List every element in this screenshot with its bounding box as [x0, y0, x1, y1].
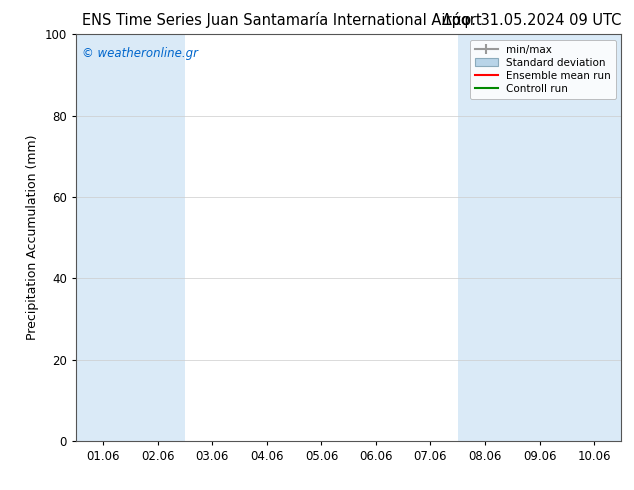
- Y-axis label: Precipitation Accumulation (mm): Precipitation Accumulation (mm): [26, 135, 39, 341]
- Text: © weatheronline.gr: © weatheronline.gr: [82, 47, 198, 59]
- Bar: [458, 34, 621, 441]
- Text: Δάφ. 31.05.2024 09 UTC: Δάφ. 31.05.2024 09 UTC: [442, 12, 621, 28]
- Legend: min/max, Standard deviation, Ensemble mean run, Controll run: min/max, Standard deviation, Ensemble me…: [470, 40, 616, 99]
- Text: ENS Time Series Juan Santamaría International Airport: ENS Time Series Juan Santamaría Internat…: [82, 12, 482, 28]
- Bar: [76, 34, 185, 441]
